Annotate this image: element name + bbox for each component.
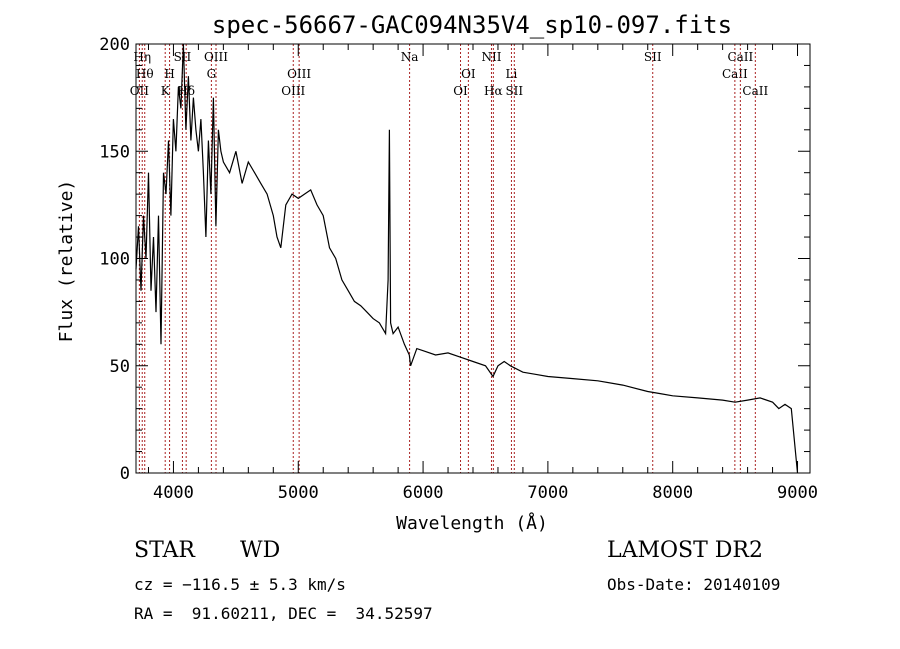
survey-name: LAMOST DR2 (607, 538, 763, 563)
sky-coordinates: RA = 91.60211, DEC = 34.52597 (134, 604, 433, 623)
marker-label-11: Na (401, 50, 419, 64)
marker-label-10: OIII (287, 67, 311, 81)
marker-label-13: OI (461, 67, 476, 81)
marker-label-3: K (161, 84, 171, 98)
marker-label-15: Hα (484, 84, 503, 98)
marker-label-0: OII (130, 84, 150, 98)
x-tick-label-4: 8000 (652, 483, 693, 503)
y-tick-label-4: 200 (99, 35, 130, 55)
x-tick-label-0: 4000 (153, 483, 194, 503)
marker-label-2: Hθ (136, 67, 154, 81)
axis-ticks: 4000 5000 6000 7000 8000 9000 0 50 100 150 200 (99, 35, 818, 503)
y-tick-label-0: 0 (120, 464, 130, 484)
object-subclass: WD (240, 538, 281, 563)
x-tick-label-1: 5000 (278, 483, 319, 503)
chart-title: spec-56667-GAC094N35V4_sp10-097.fits (212, 11, 732, 39)
y-tick-label-1: 50 (110, 357, 130, 377)
marker-label-12: OI (453, 84, 468, 98)
marker-label-9: OIII (281, 84, 305, 98)
marker-label-17: SII (505, 84, 523, 98)
y-tick-label-2: 100 (99, 250, 130, 270)
marker-label-8: OIII (204, 50, 228, 64)
marker-label-21: CaII (742, 84, 768, 98)
marker-label-20: CaII (727, 50, 753, 64)
marker-label-7: G (207, 67, 217, 81)
marker-label-18: SII (644, 50, 662, 64)
y-tick-label-3: 150 (99, 142, 130, 162)
emission-line-markers: OIIHηHθKHSIIHδGOIIIOIIIOIIINaOIOINIIHαLi… (130, 44, 768, 473)
x-tick-label-3: 7000 (527, 483, 568, 503)
spectrum-series (135, 43, 799, 474)
y-axis-label: Flux (relative) (56, 180, 77, 343)
x-tick-label-5: 9000 (777, 483, 818, 503)
plot-frame (135, 43, 811, 474)
object-class: STAR (134, 538, 195, 563)
x-axis-label: Wavelength (Å) (396, 512, 548, 534)
marker-label-19: CaII (722, 67, 748, 81)
x-tick-label-2: 6000 (403, 483, 444, 503)
marker-label-4: H (164, 67, 174, 81)
marker-label-14: NII (481, 50, 501, 64)
marker-label-1: Hη (133, 50, 151, 64)
spectrum-line-0 (135, 43, 799, 474)
marker-label-16: Li (506, 67, 518, 81)
observation-date: Obs-Date: 20140109 (607, 575, 781, 594)
redshift-velocity: cz = −116.5 ± 5.3 km/s (134, 575, 346, 594)
